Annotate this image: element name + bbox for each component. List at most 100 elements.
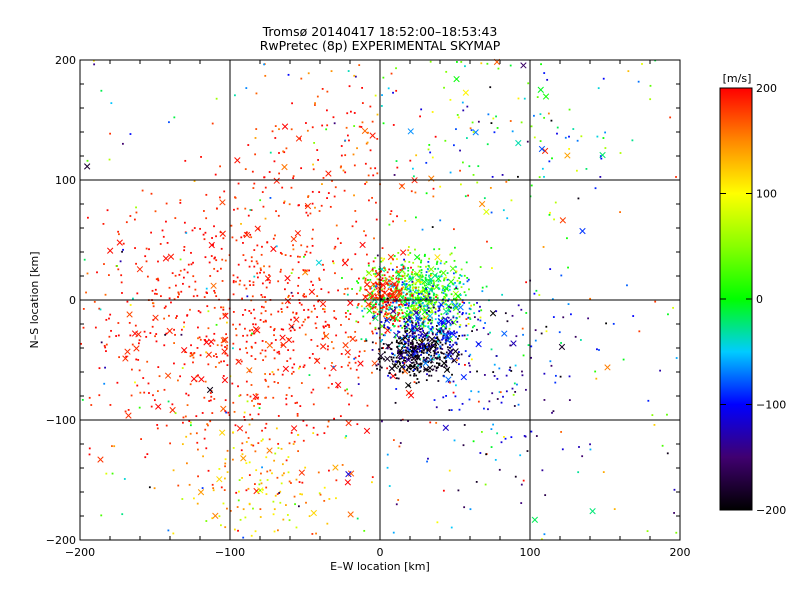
data-dot <box>105 472 108 475</box>
data-dot <box>429 345 432 348</box>
data-dot <box>104 293 107 296</box>
data-dot <box>401 326 404 329</box>
data-dot <box>480 62 483 65</box>
data-dot <box>393 317 396 319</box>
data-cross <box>218 429 226 436</box>
data-dot <box>442 489 445 492</box>
data-dot <box>383 297 386 300</box>
data-dot <box>390 210 393 213</box>
data-dot <box>411 280 414 283</box>
data-dot <box>453 439 456 442</box>
data-dot <box>386 304 388 307</box>
data-dot <box>433 352 436 355</box>
data-dot <box>400 292 403 294</box>
data-dot <box>87 216 89 219</box>
data-dot <box>173 362 175 365</box>
data-dot <box>195 415 198 418</box>
data-dot <box>604 147 607 149</box>
data-dot <box>556 126 559 129</box>
data-dot <box>464 294 467 297</box>
data-dot <box>364 295 367 297</box>
data-dot <box>416 320 419 323</box>
data-dot <box>307 72 310 75</box>
data-dot <box>210 395 213 398</box>
data-dot <box>509 120 512 122</box>
data-dot <box>486 240 488 243</box>
data-dot <box>479 316 482 319</box>
data-dot <box>360 338 363 341</box>
y-tick-label: −200 <box>46 534 76 547</box>
data-dot <box>333 316 336 319</box>
data-dot <box>395 377 398 380</box>
data-dot <box>305 295 308 298</box>
data-dot <box>393 255 396 257</box>
data-dot <box>152 394 154 397</box>
data-dot <box>398 298 401 300</box>
data-dot <box>245 462 248 465</box>
data-dot <box>403 362 406 364</box>
data-dot <box>224 312 227 315</box>
data-dot <box>280 482 283 485</box>
data-dot <box>453 228 455 231</box>
data-dot <box>413 363 416 366</box>
data-dot <box>459 324 462 326</box>
data-cross <box>210 282 217 289</box>
data-dot <box>409 290 412 293</box>
data-dot <box>461 402 464 405</box>
data-dot <box>108 317 110 320</box>
data-dot <box>455 341 458 344</box>
data-dot <box>508 369 511 371</box>
data-dot <box>346 112 349 115</box>
data-dot <box>448 306 450 308</box>
data-dot <box>154 210 157 213</box>
data-dot <box>317 471 320 474</box>
data-dot <box>273 327 276 330</box>
data-dot <box>146 275 149 278</box>
data-dot <box>409 284 412 287</box>
data-dot <box>413 381 416 383</box>
data-dot <box>444 320 446 323</box>
data-dot <box>374 257 377 259</box>
data-dot <box>426 268 429 270</box>
data-dot <box>550 364 553 367</box>
data-dot <box>332 262 335 265</box>
data-dot <box>450 306 452 309</box>
data-cross <box>206 386 214 394</box>
data-dot <box>391 296 394 299</box>
data-dot <box>430 322 432 325</box>
data-dot <box>254 323 257 326</box>
data-dot <box>189 421 192 424</box>
data-dot <box>546 78 549 81</box>
data-dot <box>255 92 258 95</box>
data-dot <box>440 275 443 278</box>
data-dot <box>406 323 409 326</box>
data-dot <box>226 344 229 347</box>
data-dot <box>274 125 277 127</box>
data-dot <box>395 341 398 344</box>
data-dot <box>525 312 528 314</box>
data-dot <box>457 116 460 119</box>
data-dot <box>599 155 602 157</box>
data-dot <box>577 471 580 474</box>
data-dot <box>259 352 262 355</box>
data-dot <box>345 315 348 318</box>
data-dot <box>415 307 418 310</box>
data-dot <box>520 483 523 486</box>
data-dot <box>417 322 420 325</box>
scatter-points <box>80 58 678 541</box>
data-dot <box>466 280 469 283</box>
data-dot <box>263 265 265 268</box>
data-dot <box>105 350 107 353</box>
data-dot <box>244 168 247 171</box>
data-dot <box>297 261 300 264</box>
data-dot <box>371 316 374 319</box>
data-dot <box>411 336 414 339</box>
data-dot <box>244 516 247 519</box>
data-dot <box>224 477 226 480</box>
data-dot <box>424 347 427 350</box>
data-dot <box>347 309 349 312</box>
data-dot <box>375 364 378 367</box>
data-dot <box>433 350 436 353</box>
data-dot <box>449 310 452 313</box>
data-dot <box>451 373 453 376</box>
